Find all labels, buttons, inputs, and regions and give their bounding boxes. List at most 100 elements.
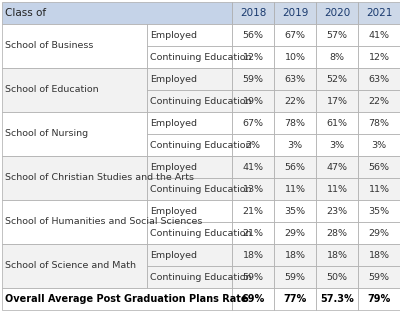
- Bar: [316, 178, 358, 200]
- Bar: [147, 156, 232, 178]
- Bar: [316, 24, 358, 46]
- Bar: [232, 200, 274, 222]
- Text: 69%: 69%: [241, 294, 265, 304]
- Text: 2%: 2%: [246, 141, 260, 150]
- Text: 3%: 3%: [372, 141, 386, 150]
- Text: School of Nursing: School of Nursing: [5, 129, 88, 138]
- Bar: [316, 244, 358, 266]
- Text: 21%: 21%: [242, 206, 264, 215]
- Bar: [232, 156, 274, 178]
- Bar: [147, 46, 232, 68]
- Bar: [147, 200, 232, 222]
- Bar: [358, 46, 400, 68]
- Bar: [358, 112, 400, 134]
- Text: Class of: Class of: [5, 8, 46, 18]
- Bar: [147, 68, 232, 90]
- Bar: [274, 68, 316, 90]
- Text: School of Science and Math: School of Science and Math: [5, 262, 136, 271]
- Bar: [274, 244, 316, 266]
- Text: 11%: 11%: [368, 185, 390, 194]
- Text: 3%: 3%: [330, 141, 344, 150]
- Text: 77%: 77%: [283, 294, 307, 304]
- Text: 11%: 11%: [326, 185, 348, 194]
- Bar: [2, 288, 232, 310]
- Text: Employed: Employed: [150, 118, 197, 127]
- Text: 12%: 12%: [242, 53, 264, 62]
- Text: 8%: 8%: [330, 53, 344, 62]
- Text: 3%: 3%: [288, 141, 302, 150]
- Text: 56%: 56%: [284, 162, 306, 171]
- Bar: [358, 134, 400, 156]
- Text: 56%: 56%: [368, 162, 390, 171]
- Bar: [358, 178, 400, 200]
- Text: 57%: 57%: [326, 30, 348, 39]
- Text: 41%: 41%: [242, 162, 264, 171]
- Text: 21%: 21%: [242, 229, 264, 238]
- Text: 50%: 50%: [326, 273, 348, 282]
- Bar: [147, 244, 232, 266]
- Text: 22%: 22%: [368, 97, 390, 106]
- Text: 29%: 29%: [284, 229, 306, 238]
- Bar: [358, 68, 400, 90]
- Text: School of Education: School of Education: [5, 85, 99, 94]
- Bar: [274, 178, 316, 200]
- Text: 19%: 19%: [242, 97, 264, 106]
- Bar: [232, 24, 274, 46]
- Bar: [232, 266, 274, 288]
- Bar: [232, 2, 274, 24]
- Bar: [316, 2, 358, 24]
- Text: 59%: 59%: [368, 273, 390, 282]
- Text: 59%: 59%: [284, 273, 306, 282]
- Text: Employed: Employed: [150, 162, 197, 171]
- Bar: [232, 178, 274, 200]
- Bar: [358, 24, 400, 46]
- Text: 2020: 2020: [324, 8, 350, 18]
- Bar: [2, 24, 147, 68]
- Bar: [232, 90, 274, 112]
- Text: Employed: Employed: [150, 74, 197, 83]
- Text: 79%: 79%: [367, 294, 391, 304]
- Bar: [316, 288, 358, 310]
- Bar: [274, 266, 316, 288]
- Bar: [232, 46, 274, 68]
- Text: 11%: 11%: [284, 185, 306, 194]
- Text: 35%: 35%: [284, 206, 306, 215]
- Text: Continuing Education: Continuing Education: [150, 273, 252, 282]
- Text: Continuing Education: Continuing Education: [150, 53, 252, 62]
- Bar: [274, 134, 316, 156]
- Bar: [147, 222, 232, 244]
- Bar: [358, 156, 400, 178]
- Text: 63%: 63%: [368, 74, 390, 83]
- Text: 18%: 18%: [368, 250, 390, 259]
- Bar: [2, 68, 147, 112]
- Text: School of Christian Studies and the Arts: School of Christian Studies and the Arts: [5, 173, 194, 183]
- Bar: [358, 266, 400, 288]
- Bar: [316, 112, 358, 134]
- Text: 2019: 2019: [282, 8, 308, 18]
- Text: Overall Average Post Graduation Plans Rate: Overall Average Post Graduation Plans Ra…: [5, 294, 248, 304]
- Text: 67%: 67%: [242, 118, 264, 127]
- Bar: [316, 90, 358, 112]
- Bar: [274, 222, 316, 244]
- Text: School of Humanities and Social Sciences: School of Humanities and Social Sciences: [5, 218, 202, 227]
- Text: 52%: 52%: [326, 74, 348, 83]
- Bar: [358, 200, 400, 222]
- Bar: [316, 134, 358, 156]
- Bar: [2, 200, 147, 244]
- Text: 56%: 56%: [242, 30, 264, 39]
- Bar: [2, 244, 147, 288]
- Bar: [2, 156, 147, 200]
- Bar: [274, 156, 316, 178]
- Text: 28%: 28%: [326, 229, 348, 238]
- Text: 78%: 78%: [368, 118, 390, 127]
- Bar: [147, 90, 232, 112]
- Text: 59%: 59%: [242, 74, 264, 83]
- Bar: [316, 200, 358, 222]
- Text: 67%: 67%: [284, 30, 306, 39]
- Text: 61%: 61%: [326, 118, 348, 127]
- Bar: [358, 2, 400, 24]
- Bar: [274, 288, 316, 310]
- Bar: [274, 112, 316, 134]
- Text: 12%: 12%: [368, 53, 390, 62]
- Text: Continuing Education: Continuing Education: [150, 185, 252, 194]
